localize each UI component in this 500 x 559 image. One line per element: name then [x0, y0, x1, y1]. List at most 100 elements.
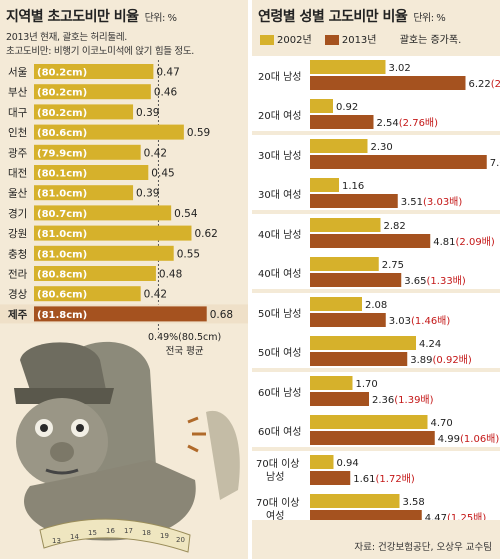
increase-label: (2.20배) [491, 78, 500, 90]
value-2002: 2.08 [365, 300, 387, 311]
region-subtitle-2: 초고도비만: 비행기 이코노미석에 앉기 힘들 정도. [6, 46, 195, 57]
svg-text:16: 16 [106, 527, 115, 535]
waist-label: (80.6cm) [37, 128, 87, 139]
bar-2002 [310, 376, 353, 390]
region-label: 전라 [8, 269, 28, 281]
dol-hareubang-illustration: 13 14 15 16 17 18 19 20 [14, 341, 240, 553]
bar-2013 [310, 234, 431, 248]
national-average-caption: 전국 평균 [165, 346, 204, 357]
age-group-band [252, 451, 500, 520]
increase-label: (2.76배) [399, 117, 438, 129]
legend-2013-swatch [324, 35, 339, 45]
age-gender-unit-label: 단위: % [413, 13, 446, 24]
bar-2013 [310, 510, 422, 520]
source-credit: 자료: 건강보험공단, 오상우 교수팀 [354, 542, 492, 553]
region-label: 서울 [8, 67, 28, 79]
legend-2002: 2002년 [260, 31, 312, 46]
bar-2002 [310, 336, 416, 350]
svg-text:17: 17 [124, 527, 133, 535]
region-subtitle-1: 2013년 현재, 괄호는 허리둘레. [6, 32, 127, 43]
svg-text:15: 15 [88, 529, 97, 537]
region-label: 강원 [8, 228, 27, 240]
age-gender-label: 여성 [266, 510, 284, 520]
bar-2002 [310, 297, 362, 311]
waist-label: (81.0cm) [37, 189, 87, 200]
increase-label: (1.25배) [447, 512, 486, 520]
region-bar [34, 205, 172, 221]
bar-2002 [310, 178, 339, 192]
bar-2013 [310, 352, 408, 366]
bar-2013 [310, 273, 402, 287]
bar-2002 [310, 257, 379, 271]
waist-label: (80.2cm) [37, 68, 87, 79]
region-value-label: 0.45 [151, 168, 174, 180]
region-label: 울산 [8, 188, 28, 200]
age-gender-label: 50대 남성 [258, 308, 302, 320]
age-gender-label: 20대 남성 [258, 71, 302, 83]
age-gender-label: 50대 여성 [258, 347, 302, 359]
region-chart-title: 지역별 초고도비만 비율 단위: % [6, 6, 177, 26]
value-2002: 1.70 [356, 379, 378, 390]
bar-2013 [310, 431, 435, 445]
svg-text:19: 19 [160, 532, 169, 540]
bar-2002 [310, 494, 400, 508]
legend-note: 괄호는 증가폭. [399, 35, 462, 46]
region-value-label: 0.47 [156, 67, 179, 79]
region-bar [34, 185, 134, 201]
age-gender-label: 40대 여성 [258, 268, 302, 280]
region-unit-label: 단위: % [144, 13, 177, 24]
national-average-value: 0.49%(80.5cm) [148, 332, 222, 343]
value-2002: 1.16 [342, 181, 364, 192]
svg-text:14: 14 [70, 533, 79, 541]
age-gender-label: 30대 여성 [258, 189, 302, 201]
bar-2013 [310, 313, 386, 327]
region-bar [34, 84, 151, 100]
national-average-label: 0.49%(80.5cm) 전국 평균 [148, 332, 221, 357]
bar-2013 [310, 194, 398, 208]
increase-label: (1.06배) [460, 433, 499, 445]
bar-2002 [310, 455, 334, 469]
value-2013-number: 7.07 [490, 158, 500, 169]
value-2013-number: 3.89 [410, 355, 432, 366]
age-gender-label: 남성 [266, 471, 284, 483]
bar-2013 [310, 155, 487, 169]
value-2013: 4.99(1.06배) [438, 433, 500, 445]
bar-2013 [310, 392, 369, 406]
region-label: 부산 [8, 87, 28, 99]
panel-divider [248, 0, 252, 559]
bar-2002 [310, 99, 333, 113]
age-gender-label: 40대 남성 [258, 229, 302, 241]
region-title-text: 지역별 초고도비만 비율 [6, 9, 139, 25]
region-value-label: 0.55 [177, 248, 200, 260]
bar-2002 [310, 415, 428, 429]
age-gender-label: 20대 여성 [258, 110, 302, 122]
value-2002: 2.30 [371, 142, 393, 153]
value-2013: 1.61(1.72배) [353, 473, 415, 485]
value-2013-number: 1.61 [353, 474, 375, 485]
value-2013-number: 3.65 [404, 276, 426, 287]
value-2013: 2.54(2.76배) [377, 117, 439, 129]
region-label: 광주 [8, 147, 28, 159]
region-value-label: 0.42 [144, 147, 167, 159]
age-gender-label: 70대 이상 [256, 458, 300, 470]
region-bar [34, 245, 174, 261]
increase-label: (1.72배) [376, 473, 415, 485]
region-bar [34, 144, 141, 160]
region-bar [34, 104, 134, 120]
legend-2013: 2013년 [324, 31, 377, 46]
region-bar [34, 165, 149, 180]
value-2002: 2.82 [384, 221, 406, 232]
value-2013-number: 6.22 [469, 79, 491, 90]
region-bar [34, 286, 141, 302]
region-bar [34, 64, 154, 79]
waist-label: (80.8cm) [37, 270, 87, 281]
value-2013: 4.47(1.25배) [425, 512, 487, 520]
region-value-label: 0.68 [210, 309, 233, 321]
value-2013: 3.51(3.03배) [401, 196, 463, 208]
age-gender-label: 60대 여성 [258, 426, 302, 438]
bar-2002 [310, 218, 381, 232]
region-bar [34, 306, 207, 322]
value-2013: 3.65(1.33배) [404, 275, 466, 287]
region-value-label: 0.48 [159, 269, 182, 281]
value-2002: 3.02 [389, 63, 411, 74]
